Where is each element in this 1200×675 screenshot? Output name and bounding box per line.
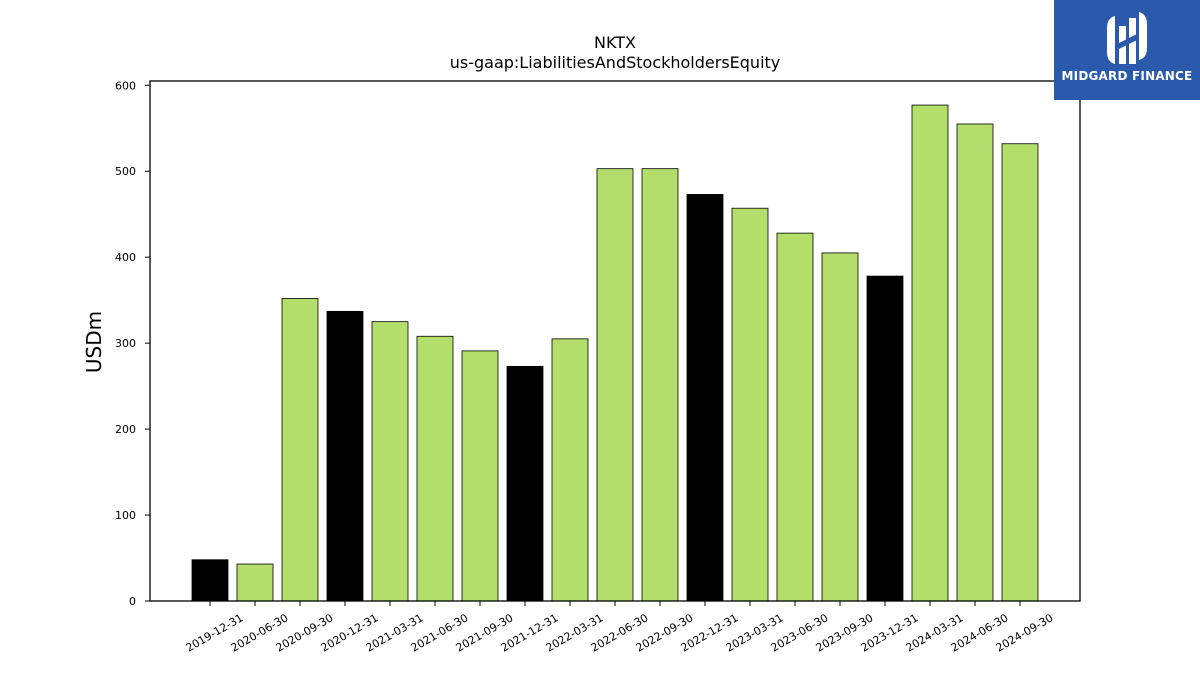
y-tick-label: 500 [115,165,136,178]
bar-2022-12-31 [686,194,724,602]
bar-2022-03-31 [551,338,589,602]
y-tick-label: 300 [115,337,136,350]
bar-2020-06-30 [236,563,274,602]
bar-2023-12-31 [866,275,904,602]
bar-2022-06-30 [596,168,634,602]
y-tick-label: 100 [115,509,136,522]
bar-2021-03-31 [371,321,409,602]
bar-2020-12-31 [326,310,364,602]
chart-subtitle: us-gaap:LiabilitiesAndStockholdersEquity [450,53,781,72]
bar-2023-03-31 [731,207,769,602]
brand-name: MIDGARD FINANCE [1061,69,1193,83]
bar-2024-06-30 [956,123,994,602]
bar-2022-09-30 [641,168,679,602]
bar-2023-09-30 [821,252,859,602]
bar-2020-09-30 [281,298,319,602]
y-axis-label: USDm [82,311,106,373]
bars-group [191,104,1039,602]
brand-logo: MIDGARD FINANCE [1054,0,1200,100]
bar-2021-09-30 [461,350,499,602]
bar-2019-12-31 [191,559,229,602]
bar-2021-06-30 [416,335,454,602]
chart-title: NKTX [594,33,636,52]
bar-2024-09-30 [1001,143,1039,602]
y-axis: 0 100 200 300 400 500 600 [115,79,150,608]
y-tick-label: 400 [115,251,136,264]
plot-frame [149,80,1081,602]
y-tick-label: 0 [129,595,136,608]
bar-2021-12-31 [506,365,544,602]
bar-2023-06-30 [776,232,814,602]
midgard-logo-icon [1107,12,1147,64]
bar-2024-03-31 [911,104,949,602]
x-axis: 2019-12-312020-06-302020-09-302020-12-31… [184,601,1056,655]
y-tick-label: 200 [115,423,136,436]
y-tick-label: 600 [115,79,136,92]
